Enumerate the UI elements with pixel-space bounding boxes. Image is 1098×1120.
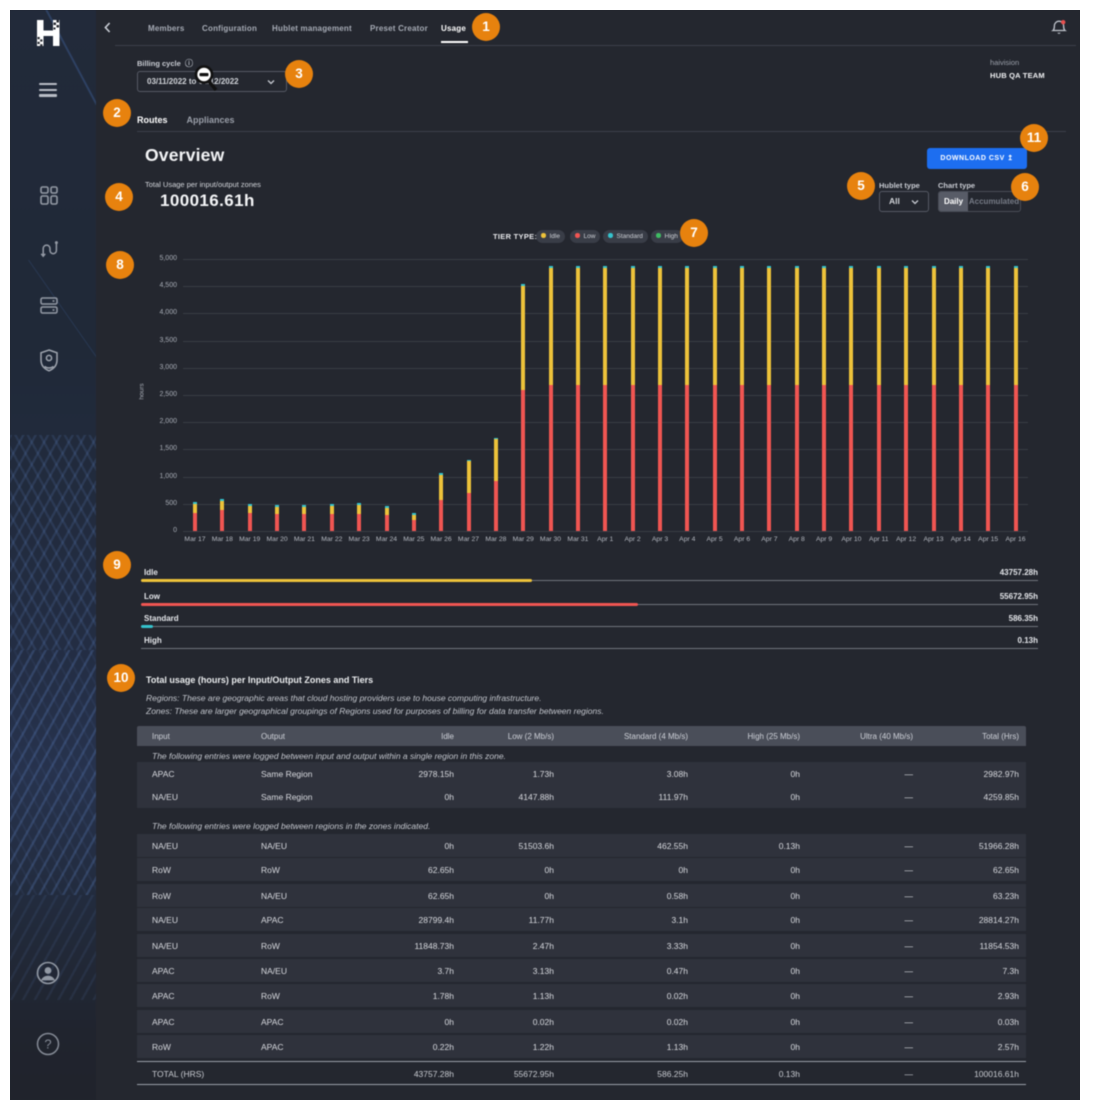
svg-text:?: ? <box>44 1037 51 1052</box>
